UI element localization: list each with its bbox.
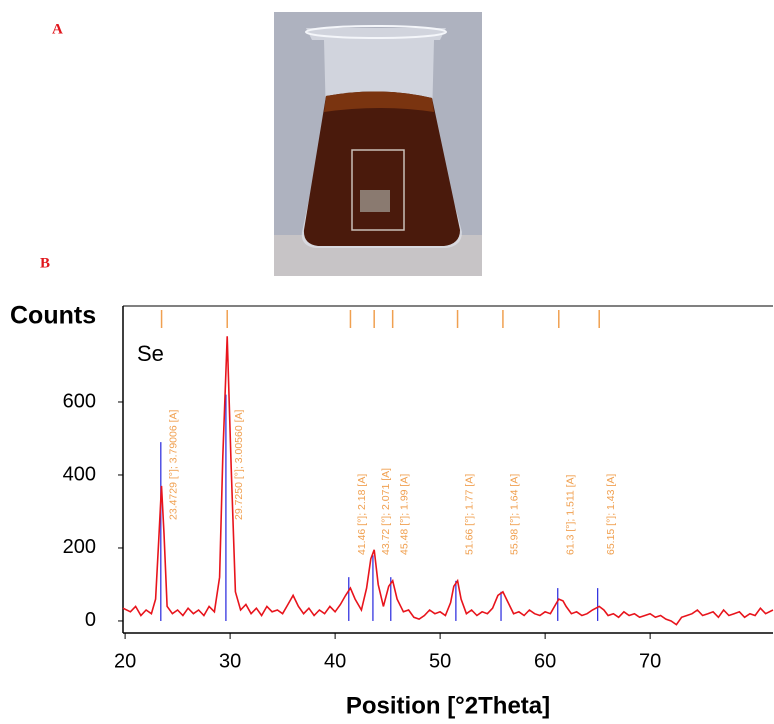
x-tick-label: 70 <box>639 650 661 672</box>
beaker-photo <box>274 12 482 276</box>
x-tick-label: 40 <box>324 650 346 672</box>
y-tick-label: 200 <box>63 536 96 558</box>
panel-label: B <box>40 255 50 271</box>
peak-annotation: 29.7250 [°]; 3.00560 [A] <box>233 409 245 520</box>
peak-annotation: 23.4729 [°]; 3.79006 [A] <box>167 409 179 520</box>
panel-label: A <box>52 21 63 37</box>
y-tick-label: 0 <box>85 609 96 631</box>
y-tick-label: 600 <box>63 390 96 412</box>
phase-label: Se <box>137 341 164 366</box>
peak-annotation: 43.72 [°]; 2.071 [A] <box>380 468 392 555</box>
x-tick-label: 50 <box>429 650 451 672</box>
peak-annotation: 41.46 [°]; 2.18 [A] <box>356 474 368 555</box>
x-tick-label: 20 <box>114 650 136 672</box>
peak-annotation: 51.66 [°]; 1.77 [A] <box>463 474 475 555</box>
peak-annotation: 45.48 [°]; 1.99 [A] <box>398 474 410 555</box>
x-axis-title: Position [°2Theta] <box>346 692 550 719</box>
peak-annotation: 65.15 [°]; 1.43 [A] <box>605 474 617 555</box>
y-tick-label: 400 <box>63 463 96 485</box>
peak-annotation: 61.3 [°]; 1.511 [A] <box>565 474 577 555</box>
x-tick-label: 60 <box>534 650 556 672</box>
y-axis-title: Counts <box>10 302 96 330</box>
peak-annotation: 55.98 [°]; 1.64 [A] <box>509 474 521 555</box>
xrd-curve <box>122 336 774 626</box>
x-tick-label: 30 <box>219 650 241 672</box>
